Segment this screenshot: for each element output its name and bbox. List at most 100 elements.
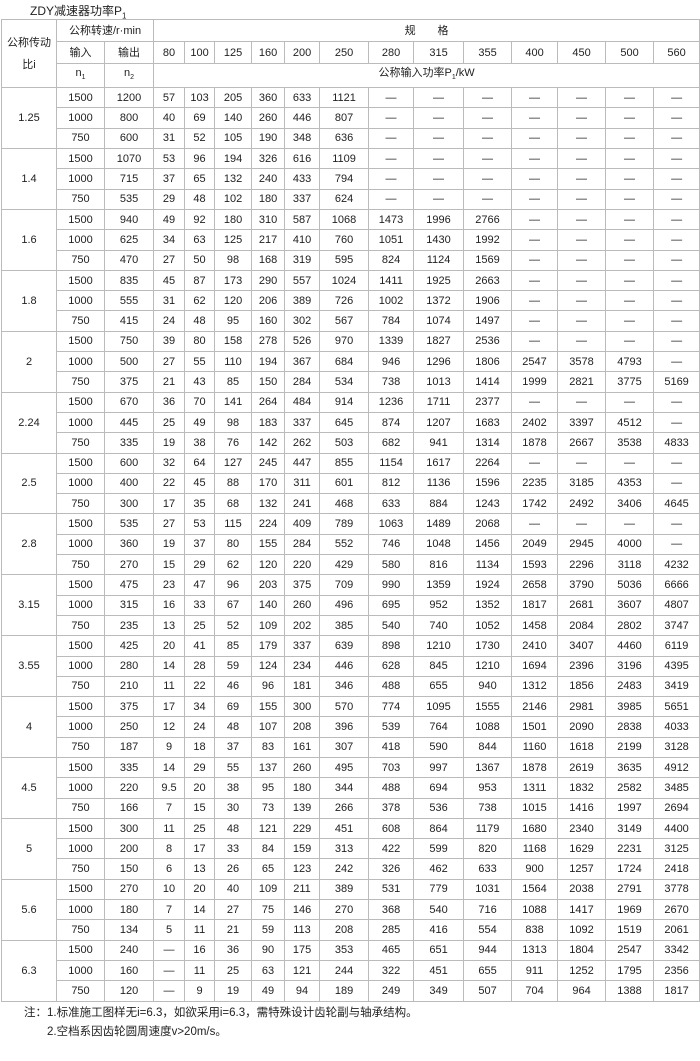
power-cell: 45: [153, 269, 186, 292]
input-speed-cell: 1500: [56, 391, 105, 413]
power-cell: —: [605, 87, 655, 109]
output-speed-cell: 600: [103, 127, 155, 150]
power-cell: —: [653, 513, 700, 535]
power-cell: 310: [251, 208, 286, 231]
output-speed-cell: 425: [103, 635, 155, 657]
power-cell: —: [368, 87, 415, 109]
power-cell: 1074: [413, 310, 465, 332]
power-cell: 2377: [463, 391, 513, 413]
power-cell: —: [605, 452, 655, 474]
power-cell: 208: [319, 919, 370, 941]
input-speed-cell: 1000: [56, 838, 105, 860]
power-cell: 11: [184, 959, 216, 982]
power-cell: 6: [153, 858, 186, 880]
table-row: 2.8 1500 535 27 53 115 224 409 789 1063 1489 2068— —…: [1, 513, 700, 576]
power-cell: 940: [463, 675, 513, 698]
power-cell: 161: [284, 736, 321, 758]
power-cell: 1179: [463, 817, 513, 840]
power-cell: 1596: [463, 472, 513, 495]
input-speed-cell: 750: [56, 980, 105, 1002]
power-cell: 319: [284, 249, 321, 271]
power-cell: 2402: [511, 411, 559, 434]
power-cell: 2410: [511, 635, 559, 657]
power-cell: 1878: [511, 432, 559, 454]
power-cell: 580: [368, 554, 415, 576]
power-cell: 898: [368, 635, 415, 657]
power-cell: 38: [184, 432, 216, 454]
power-cell: 1088: [463, 716, 513, 738]
power-cell: —: [653, 107, 700, 129]
power-cell: 45: [184, 472, 216, 495]
power-cell: —: [653, 330, 700, 353]
power-cell: 2766: [463, 208, 513, 231]
power-cell: —: [463, 148, 513, 170]
power-cell: 28: [184, 655, 216, 677]
power-cell: 205: [214, 87, 253, 109]
power-cell: 12: [153, 716, 186, 738]
power-cell: 3419: [653, 675, 700, 698]
power-cell: 1311: [511, 777, 559, 799]
power-cell: 1992: [463, 229, 513, 251]
output-speed-cell: 150: [103, 858, 155, 880]
power-cell: 7: [153, 797, 186, 819]
power-cell: 337: [284, 411, 321, 434]
power-cell: 36: [214, 939, 253, 961]
output-speed-cell: 535: [103, 188, 155, 210]
power-cell: 13: [153, 614, 186, 637]
power-cell: 2582: [605, 777, 655, 799]
ratio-cell: 5: [1, 817, 57, 880]
power-cell: 47: [184, 574, 216, 596]
power-cell: 738: [368, 371, 415, 393]
power-cell: 1095: [413, 696, 465, 718]
input-speed-cell: 750: [56, 371, 105, 393]
input-speed-cell: 1000: [56, 777, 105, 799]
power-cell: 1388: [605, 980, 655, 1002]
size-header: 450: [557, 41, 607, 64]
power-cell: 124: [251, 655, 286, 677]
power-cell: 142: [251, 432, 286, 454]
power-cell: 1569: [463, 249, 513, 271]
power-cell: 1024: [319, 269, 370, 292]
power-cell: 84: [251, 838, 286, 860]
power-cell: —: [413, 168, 465, 190]
power-cell: 249: [368, 980, 415, 1002]
power-cell: 132: [214, 168, 253, 190]
power-cell: 4645: [653, 493, 700, 515]
input-header: 输入: [56, 41, 105, 64]
power-cell: 433: [284, 168, 321, 190]
power-cell: 764: [413, 716, 465, 738]
power-cell: 503: [319, 432, 370, 454]
power-cell: 160: [251, 310, 286, 332]
power-cell: —: [557, 391, 607, 413]
power-cell: 194: [251, 351, 286, 373]
power-cell: 1013: [413, 371, 465, 393]
power-cell: 139: [284, 797, 321, 819]
power-cell: —: [511, 391, 559, 413]
power-cell: 36: [153, 391, 186, 413]
power-cell: —: [368, 188, 415, 210]
power-cell: 1168: [511, 838, 559, 860]
ratio-cell: 3.15: [1, 574, 57, 637]
power-cell: 389: [284, 290, 321, 312]
power-cell: 2146: [511, 696, 559, 718]
speed-header: 公称转速/r·min: [55, 19, 155, 42]
power-cell: 59: [251, 919, 286, 941]
table-row: 1000 555 31 62 120 206 389 726 1002 1372 1906— — — —: [2, 290, 700, 312]
input-speed-cell: 750: [56, 858, 105, 880]
table-row: 5 1500 300 11 25 48 121 229 451 608 864 1179 1680 234…: [1, 817, 700, 880]
power-cell: 242: [319, 858, 370, 880]
power-cell: 284: [284, 533, 321, 556]
power-cell: 9.5: [153, 777, 186, 799]
power-cell: 14: [184, 899, 216, 921]
power-cell: 997: [413, 756, 465, 779]
ratio-cell: 2.8: [1, 513, 57, 576]
title-subscript: 1: [122, 11, 127, 21]
power-cell: —: [511, 127, 559, 150]
table-row: 1000 360 19 37 80 155 284 552 746 1048 1456 2049 294…: [2, 533, 700, 556]
power-cell: 48: [214, 716, 253, 738]
power-cell: 540: [368, 614, 415, 637]
power-cell: 52: [184, 127, 216, 150]
power-cell: 63: [184, 229, 216, 251]
output-speed-cell: 500: [103, 351, 155, 373]
input-speed-cell: 1000: [56, 533, 105, 556]
